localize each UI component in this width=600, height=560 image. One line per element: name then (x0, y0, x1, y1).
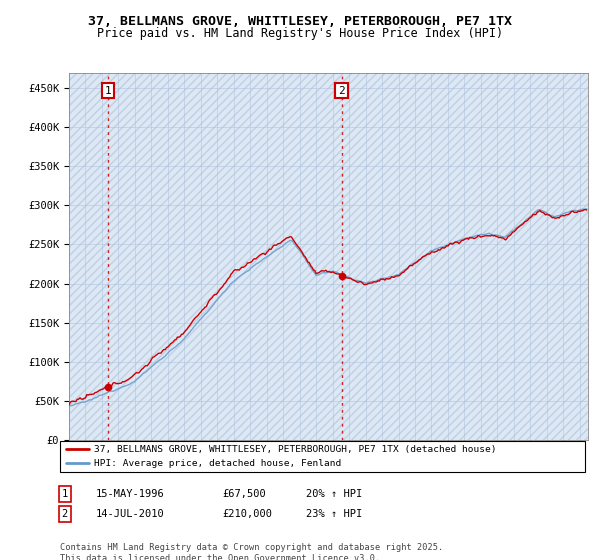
Text: HPI: Average price, detached house, Fenland: HPI: Average price, detached house, Fenl… (94, 459, 341, 468)
FancyBboxPatch shape (60, 441, 585, 472)
Text: 37, BELLMANS GROVE, WHITTLESEY, PETERBOROUGH, PE7 1TX (detached house): 37, BELLMANS GROVE, WHITTLESEY, PETERBOR… (94, 445, 497, 454)
Text: 20% ↑ HPI: 20% ↑ HPI (306, 489, 362, 499)
Text: 1: 1 (62, 489, 68, 499)
Text: 23% ↑ HPI: 23% ↑ HPI (306, 509, 362, 519)
Text: 15-MAY-1996: 15-MAY-1996 (96, 489, 165, 499)
Text: 1: 1 (104, 86, 112, 96)
Text: 2: 2 (62, 509, 68, 519)
Text: Contains HM Land Registry data © Crown copyright and database right 2025.
This d: Contains HM Land Registry data © Crown c… (60, 543, 443, 560)
Text: 2: 2 (338, 86, 345, 96)
Text: £67,500: £67,500 (222, 489, 266, 499)
Text: Price paid vs. HM Land Registry's House Price Index (HPI): Price paid vs. HM Land Registry's House … (97, 27, 503, 40)
Text: £210,000: £210,000 (222, 509, 272, 519)
Text: 14-JUL-2010: 14-JUL-2010 (96, 509, 165, 519)
Text: 37, BELLMANS GROVE, WHITTLESEY, PETERBOROUGH, PE7 1TX: 37, BELLMANS GROVE, WHITTLESEY, PETERBOR… (88, 15, 512, 28)
